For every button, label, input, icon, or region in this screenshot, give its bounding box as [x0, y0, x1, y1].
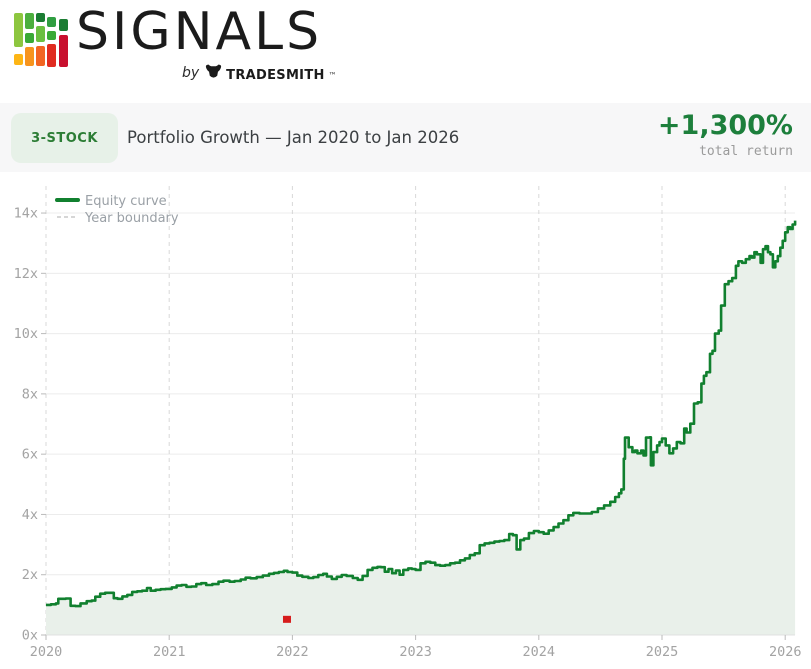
legend-label-equity: Equity curve	[85, 194, 167, 209]
equity-line	[46, 220, 797, 608]
equity-curve-line	[46, 220, 797, 608]
legend-label-year-boundary: Year boundary	[84, 211, 179, 226]
summary-band: 3-STOCK Portfolio Growth — Jan 2020 to J…	[0, 103, 811, 172]
x-axis-tick-label: 2026	[769, 644, 802, 660]
chart-legend: Equity curve Year boundary	[55, 194, 179, 226]
y-axis-tick-label: 0x	[22, 628, 38, 644]
total-return-block: +1,300% total return	[657, 110, 793, 160]
axes: 0x 2x 4x 6x 8x 10x 12x 14x 2020 2021 2022 2023 2024 2…	[14, 206, 802, 660]
bull-icon	[205, 63, 222, 84]
chart-title: Portfolio Growth — Jan 2020 to Jan 2026	[127, 128, 460, 147]
y-axis-tick-label: 12x	[14, 266, 38, 282]
trademark: ™	[328, 71, 337, 80]
logo: SIGNALS by TradeSmith ™	[14, 2, 344, 86]
equity-chart: 0x 2x 4x 6x 8x 10x 12x 14x 2020 2021 2022 2023 2024 2…	[0, 178, 811, 669]
y-axis-tick-label: 4x	[22, 507, 38, 523]
y-axis-tick-label: 2x	[22, 567, 38, 583]
portfolio-badge[interactable]: 3-STOCK	[11, 113, 118, 163]
byline-prefix: by	[182, 65, 200, 81]
total-return-label: total return	[699, 144, 793, 159]
x-axis-tick-label: 2024	[523, 644, 556, 660]
y-axis-tick-label: 6x	[22, 447, 38, 463]
byline-brand: TradeSmith	[226, 62, 325, 84]
red-event-marker	[282, 615, 291, 623]
gridlines	[46, 212, 795, 576]
total-return-value: +1,300%	[657, 110, 793, 141]
x-axis-tick-label: 2025	[646, 644, 679, 660]
signals-logo-icon	[14, 13, 68, 67]
x-axis-tick-label: 2023	[399, 644, 432, 660]
equity-area	[46, 220, 796, 635]
equity-area-fill	[46, 220, 796, 635]
brand-wordmark: SIGNALS	[76, 2, 323, 62]
event-marker-square	[282, 615, 291, 623]
x-axis-tick-label: 2021	[153, 644, 186, 660]
y-axis-tick-label: 14x	[14, 206, 38, 222]
x-axis-tick-label: 2020	[30, 644, 63, 660]
x-axis-tick-label: 2022	[276, 644, 309, 660]
y-axis-tick-label: 8x	[22, 386, 38, 402]
y-axis-tick-label: 10x	[14, 326, 38, 342]
byline: by TradeSmith ™	[182, 62, 337, 84]
